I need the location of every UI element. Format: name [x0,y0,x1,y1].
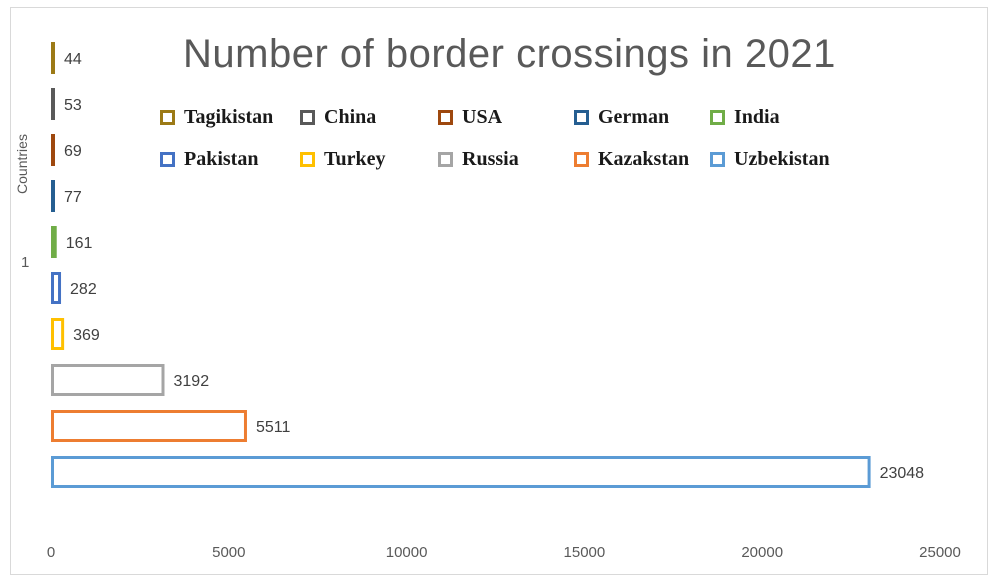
legend-item-german: German [574,106,669,129]
data-label-kazakstan: 5511 [256,419,291,436]
legend-item-china: China [300,106,376,129]
legend-item-russia: Russia [438,148,519,171]
legend: Tagikistan China USA German India Pakistan Tur… [160,106,860,186]
legend-item-tagikistan: Tagikistan [160,106,273,129]
x-tick-label: 25000 [919,544,961,561]
data-label-uzbekistan: 23048 [880,465,925,482]
legend-label: Pakistan [184,148,259,170]
data-label-tagikistan: 44 [64,51,82,68]
bar-tagikistan [51,42,55,74]
x-tick-label: 15000 [564,544,606,561]
legend-swatch [438,152,453,167]
data-label-german: 77 [64,189,82,206]
chart-title: Number of border crossings in 2021 [183,32,836,76]
legend-item-turkey: Turkey [300,148,386,171]
bar-china [51,88,55,120]
y-axis-label: Countries [14,134,30,194]
data-label-china: 53 [64,97,82,114]
bar-turkey [51,318,65,350]
legend-swatch [300,152,315,167]
legend-item-india: India [710,106,780,129]
legend-label: Turkey [324,148,386,170]
bar-india [51,226,57,258]
bar-kazakstan [51,410,247,442]
legend-swatch [160,152,175,167]
legend-swatch [710,152,725,167]
legend-swatch [574,110,589,125]
legend-item-usa: USA [438,106,502,129]
bar-usa [51,134,55,166]
x-tick-label: 20000 [741,544,783,561]
legend-label: China [324,106,377,128]
data-label-usa: 69 [64,143,82,160]
data-label-turkey: 369 [73,327,100,344]
bar-russia [51,364,165,396]
data-label-pakistan: 282 [70,281,97,298]
legend-label: Uzbekistan [734,148,830,170]
bar-pakistan [51,272,62,304]
legend-label: Russia [462,148,519,170]
legend-swatch [160,110,175,125]
data-label-india: 161 [66,235,93,252]
legend-swatch [574,152,589,167]
legend-item-uzbekistan: Uzbekistan [710,148,830,171]
legend-label: Kazakstan [598,148,690,170]
bar-uzbekistan [51,456,871,488]
legend-label: India [734,106,780,128]
legend-swatch [710,110,725,125]
x-tick-label: 10000 [386,544,428,561]
legend-item-pakistan: Pakistan [160,148,258,171]
legend-label: USA [462,106,503,128]
data-label-russia: 3192 [174,373,210,390]
bar-german [51,180,55,212]
legend-swatch [300,110,315,125]
legend-label: Tagikistan [184,106,274,128]
x-tick-label: 5000 [212,544,245,561]
legend-label: German [598,106,670,128]
legend-item-kazakstan: Kazakstan [574,148,689,171]
x-tick-label: 0 [47,544,55,561]
y-category-label: 1 [21,254,30,271]
legend-swatch [438,110,453,125]
